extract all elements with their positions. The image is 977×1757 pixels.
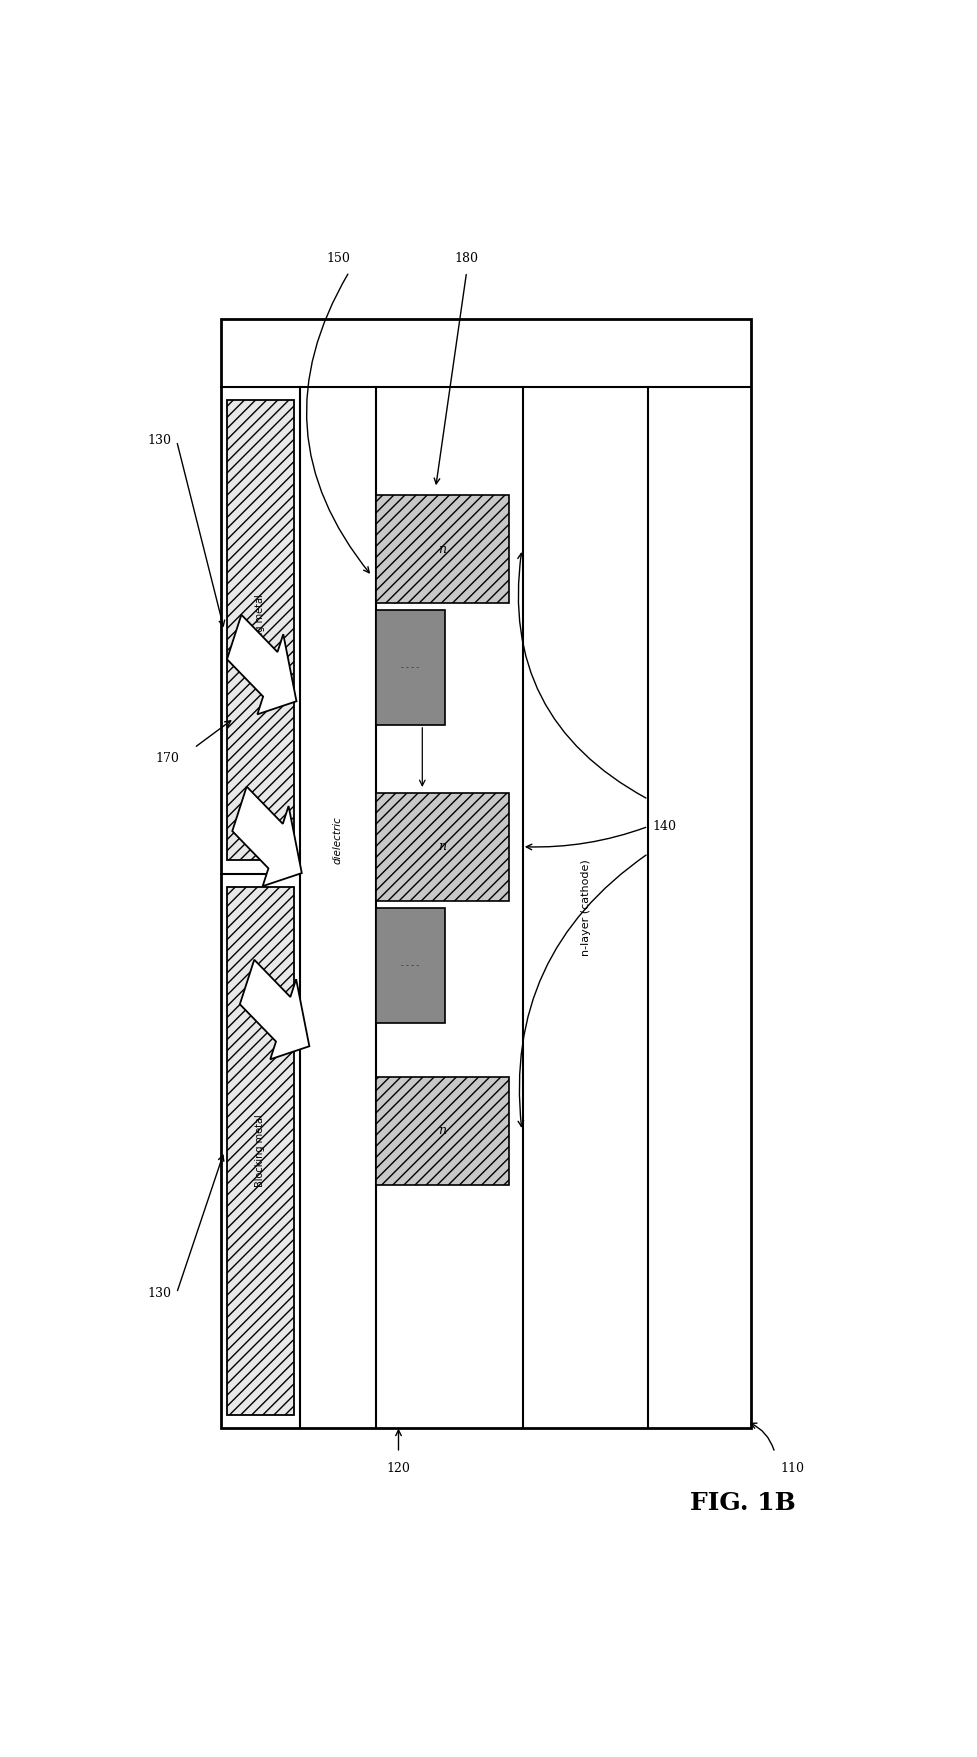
Text: 120: 120: [387, 1462, 410, 1476]
Bar: [227, 401, 294, 861]
Text: dielectric: dielectric: [333, 815, 343, 864]
Text: 130: 130: [148, 1286, 171, 1300]
Text: n: n: [439, 1124, 446, 1137]
Polygon shape: [233, 787, 302, 886]
Text: Blocking metal: Blocking metal: [255, 594, 266, 666]
Text: 150: 150: [326, 251, 350, 265]
Polygon shape: [240, 959, 310, 1059]
Bar: [376, 495, 509, 603]
Text: n: n: [439, 543, 446, 555]
Text: 110: 110: [781, 1462, 805, 1476]
Bar: [376, 908, 445, 1023]
Text: 180: 180: [454, 251, 479, 265]
Text: Blocking metal: Blocking metal: [255, 1114, 266, 1188]
Text: n: n: [439, 840, 446, 854]
Text: FIG. 1B: FIG. 1B: [690, 1492, 796, 1515]
Bar: [376, 792, 509, 901]
Text: 130: 130: [148, 434, 171, 448]
Text: n-layer (cathode): n-layer (cathode): [581, 859, 591, 956]
Polygon shape: [227, 615, 296, 715]
Text: 140: 140: [653, 821, 676, 833]
Text: - - - -: - - - -: [402, 662, 419, 671]
Text: 170: 170: [155, 752, 180, 766]
Bar: [376, 610, 445, 726]
Bar: [227, 887, 294, 1414]
Bar: [221, 320, 750, 1428]
Text: - - - -: - - - -: [402, 961, 419, 970]
Bar: [376, 1077, 509, 1184]
